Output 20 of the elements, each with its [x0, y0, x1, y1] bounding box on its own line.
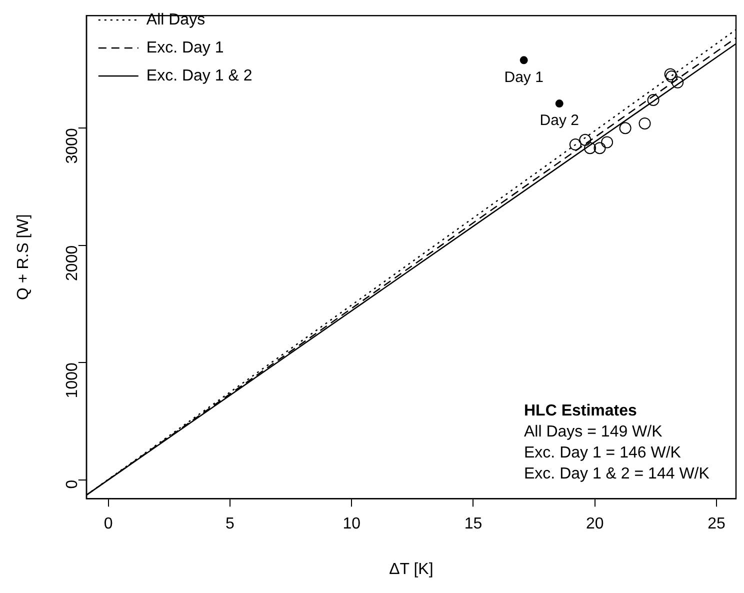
- x-axis-title: ΔT [K]: [389, 560, 434, 578]
- x-tick-label: 15: [464, 516, 482, 533]
- x-tick-label: 5: [225, 516, 234, 533]
- annotation: Day 1: [504, 68, 544, 86]
- y-tick-label: 1000: [64, 362, 81, 398]
- annotation: Exc. Day 1 & 2 = 144 W/K: [524, 466, 710, 483]
- y-tick-label: 3000: [64, 128, 81, 164]
- annotation: All Days = 149 W/K: [524, 424, 663, 441]
- legend-label: Exc. Day 1 & 2: [146, 67, 252, 84]
- x-tick-label: 0: [104, 516, 113, 533]
- y-tick-label: 2000: [64, 245, 81, 281]
- annotation: Day 2: [540, 112, 579, 130]
- y-axis-title: Q + R.S [W]: [15, 214, 32, 300]
- y-tick-label: 0: [64, 480, 81, 489]
- legend-label: Exc. Day 1: [146, 39, 224, 56]
- annotation: HLC Estimates: [524, 402, 638, 420]
- x-tick-label: 20: [586, 516, 604, 533]
- x-tick-label: 10: [342, 516, 361, 533]
- x-tick-label: 25: [708, 516, 726, 533]
- annotation: Exc. Day 1 = 146 W/K: [524, 444, 682, 462]
